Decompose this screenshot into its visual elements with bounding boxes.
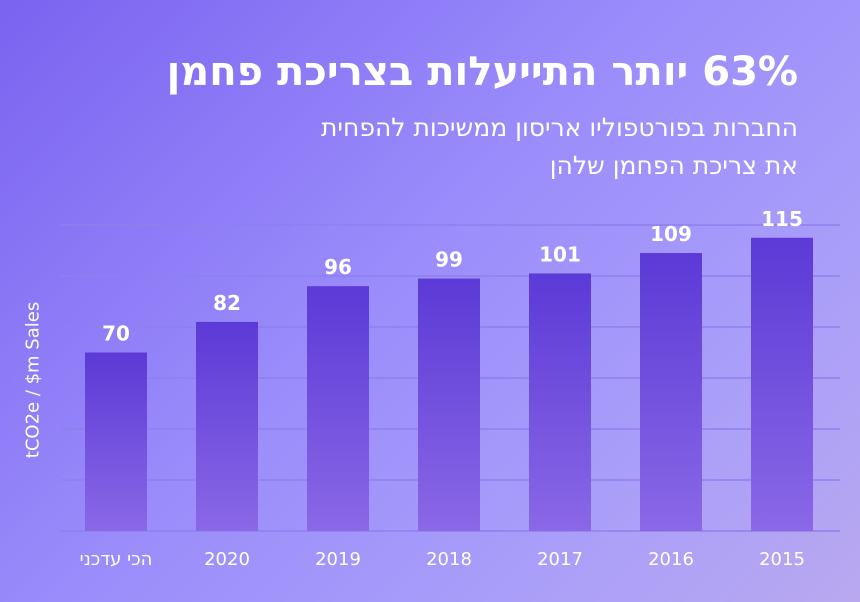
chart-subtitle-line-2: את צריכת הפחמן שלהן xyxy=(549,151,798,180)
x-tick-label: 2017 xyxy=(537,549,583,570)
bar xyxy=(529,273,591,531)
bar-value-label: 101 xyxy=(539,242,581,266)
bar xyxy=(640,253,702,532)
x-tick-label: 2018 xyxy=(426,549,472,570)
x-tick-label: 2020 xyxy=(204,549,250,570)
bar-value-label: 109 xyxy=(650,222,692,246)
bar-value-label: 115 xyxy=(761,207,803,231)
bar-value-label: 99 xyxy=(435,248,463,272)
bar-value-label: 70 xyxy=(102,322,130,346)
bar xyxy=(418,278,480,531)
x-tick-label: 2015 xyxy=(759,549,805,570)
bar xyxy=(85,352,147,531)
x-tick-label: הכי עדכני xyxy=(80,549,153,570)
x-tick-label: 2019 xyxy=(315,549,361,570)
x-tick-label: 2016 xyxy=(648,549,694,570)
bar xyxy=(751,237,813,531)
chart-subtitle-line-1: החברות בפורטפוליו אריסון ממשיכות להפחית xyxy=(321,113,798,142)
bar xyxy=(307,286,369,531)
chart-title: 63% יותר התייעלות בצריכת פחמן xyxy=(166,49,798,95)
bar-value-label: 82 xyxy=(213,291,241,315)
bar-value-label: 96 xyxy=(324,255,352,279)
bar xyxy=(196,321,258,531)
